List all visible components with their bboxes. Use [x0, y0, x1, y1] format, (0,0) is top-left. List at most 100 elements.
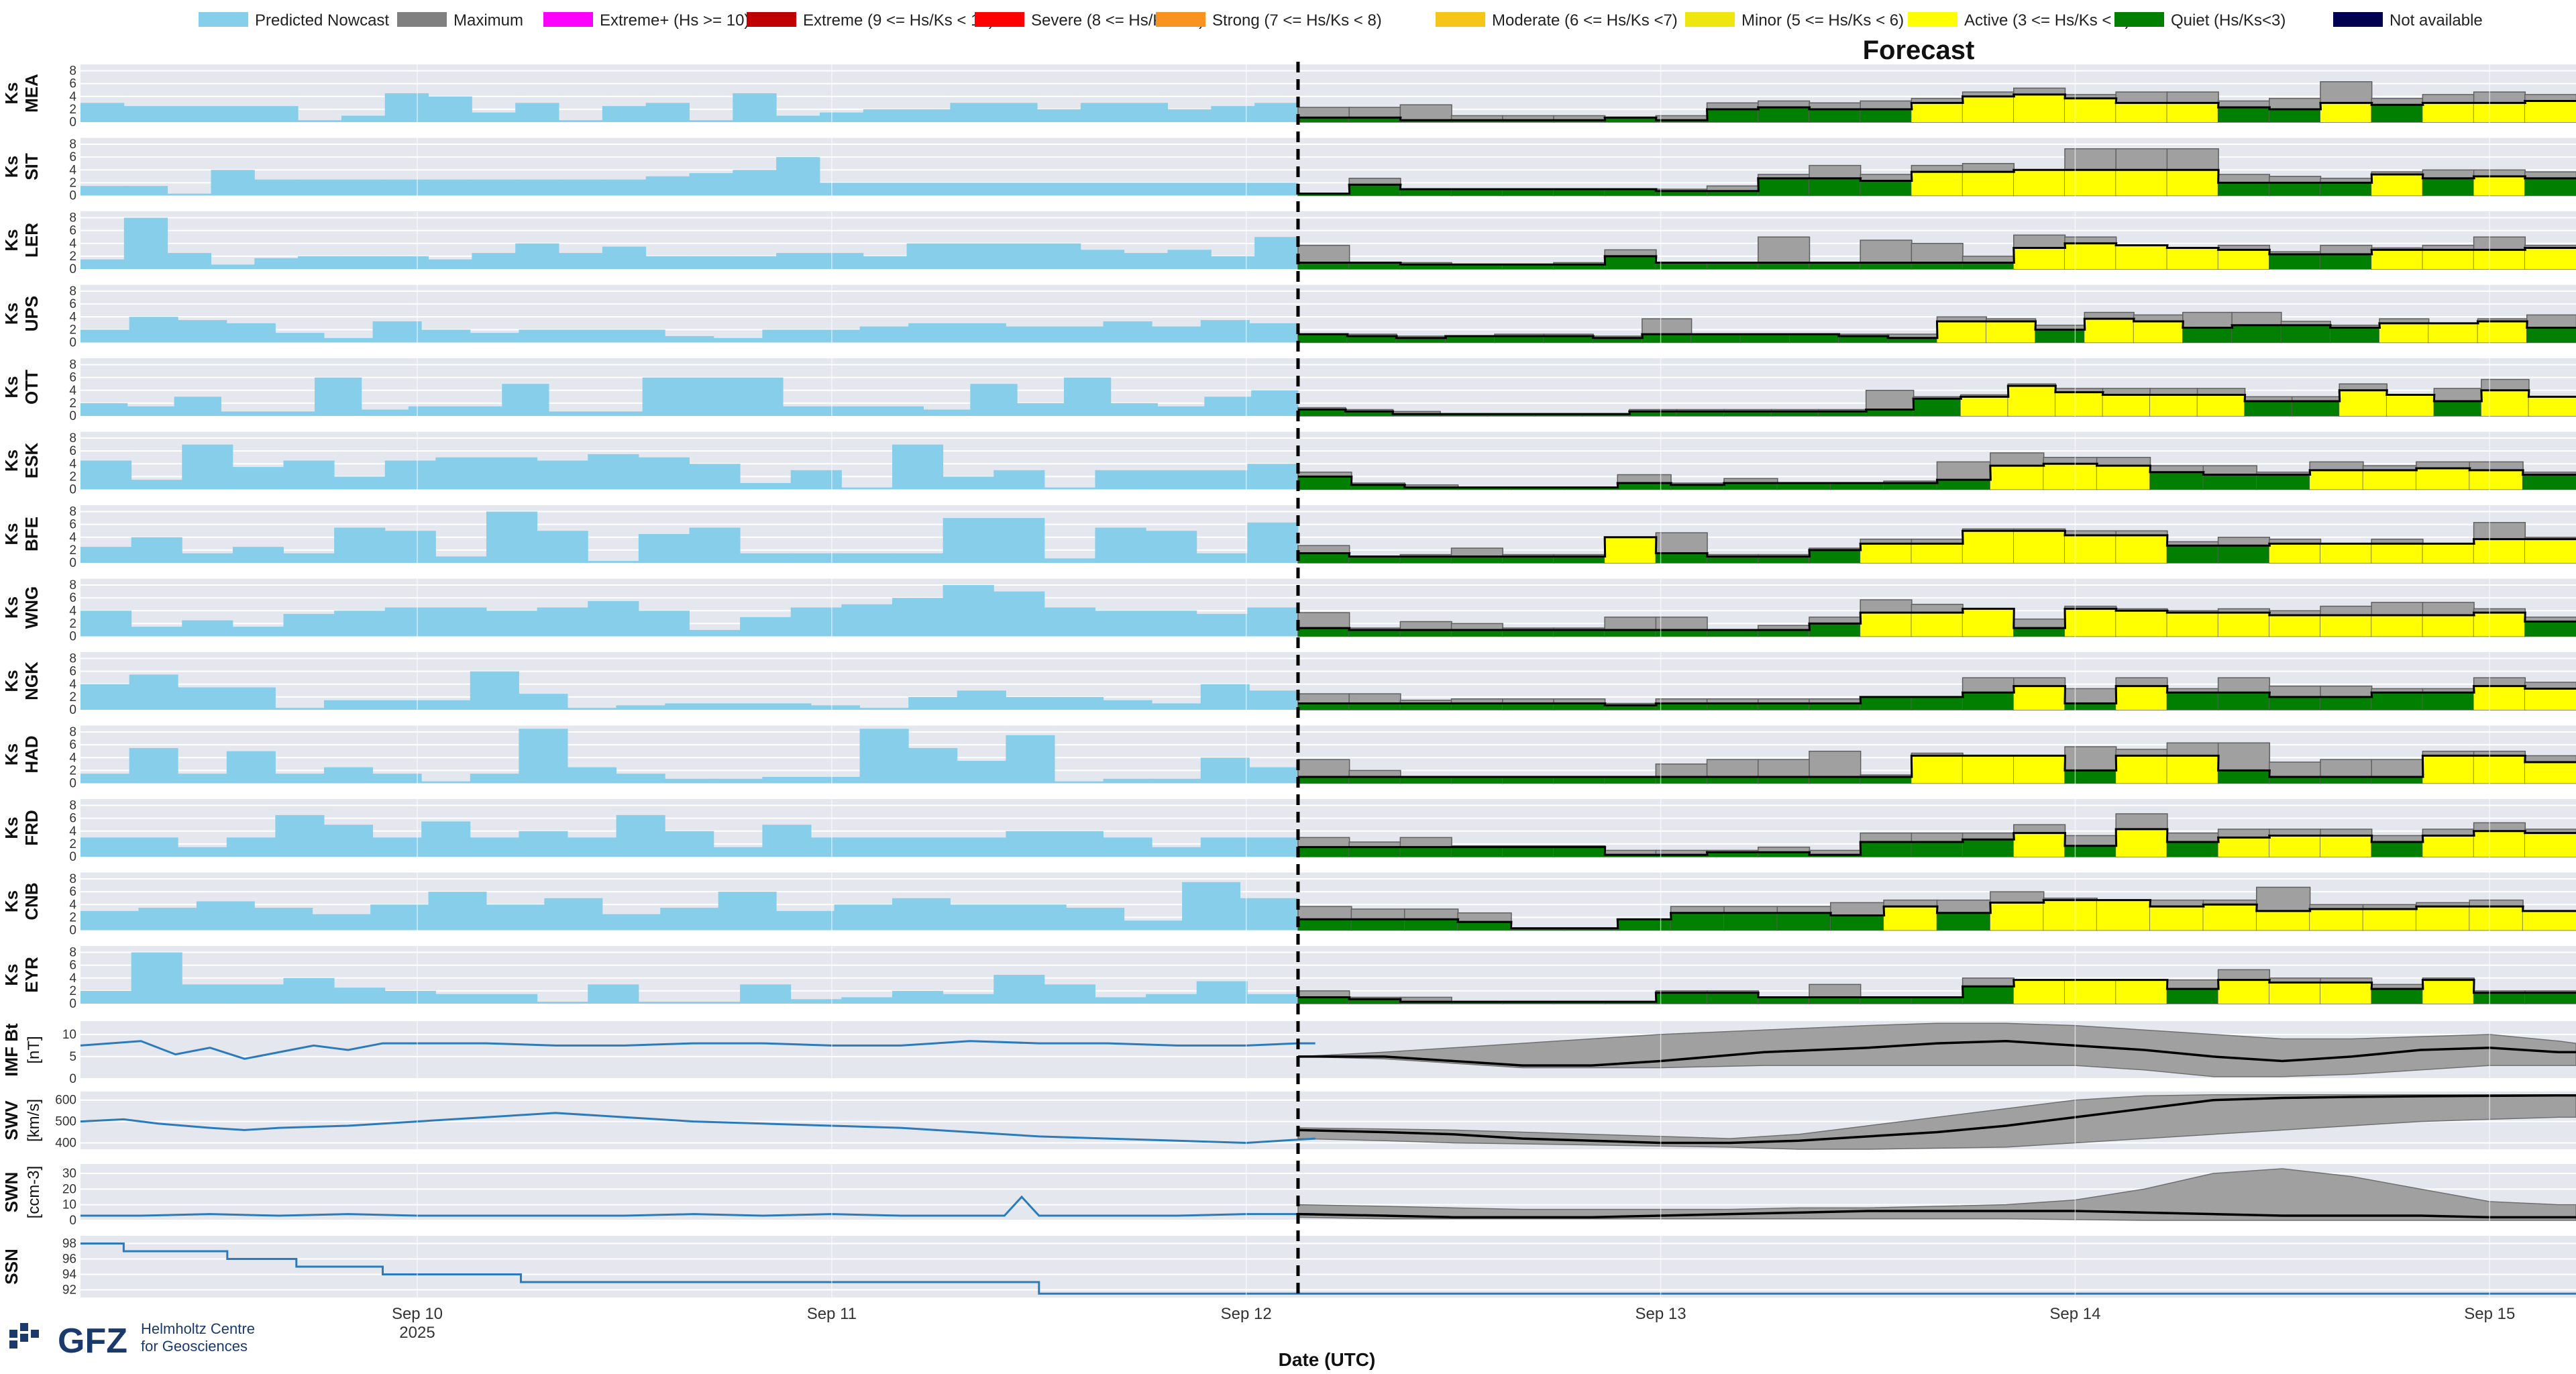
forecast-level-bar — [2524, 688, 2576, 710]
forecast-level-bar — [2013, 94, 2065, 122]
forecast-level-bar — [1676, 411, 1725, 416]
nowcast-bar — [859, 729, 909, 784]
nowcast-bar — [275, 333, 325, 343]
nowcast-bar — [519, 329, 568, 343]
forecast-level-bar — [2320, 982, 2372, 1004]
forecast-level-bar — [1502, 776, 1554, 784]
forecast-level-bar — [1349, 999, 1401, 1004]
nowcast-bar — [790, 470, 842, 490]
nowcast-bar — [421, 781, 471, 784]
nowcast-bar — [275, 814, 325, 857]
y-tick-label: 2 — [69, 543, 76, 558]
legend-swatch — [747, 12, 796, 27]
nowcast-bar — [1254, 182, 1299, 196]
forecast-level-bar — [2149, 906, 2204, 931]
nowcast-bar — [1044, 984, 1095, 1004]
forecast-level-bar — [2167, 170, 2219, 196]
forecast-level-bar — [2269, 109, 2321, 122]
forecast-level-bar — [1777, 482, 1831, 490]
y-tick-label: 2 — [69, 470, 76, 484]
nowcast-bar — [323, 700, 374, 710]
nowcast-bar — [268, 411, 315, 416]
y-axis-label: Ks — [1, 816, 21, 839]
y-tick-label: 10 — [62, 1198, 76, 1212]
forecast-level-bar — [1723, 912, 1778, 931]
y-tick-label: 8 — [69, 358, 76, 372]
forecast-level-bar — [2013, 833, 2065, 857]
forecast-level-bar — [1349, 556, 1401, 563]
nowcast-bar — [790, 999, 842, 1004]
forecast-line — [1297, 1040, 2576, 1067]
y-axis-label: Ks — [1, 376, 21, 398]
forecast-level-bar — [2218, 770, 2270, 784]
nowcast-bar — [537, 531, 588, 563]
forecast-level-bar — [2422, 835, 2475, 857]
nowcast-bar — [226, 323, 276, 343]
nowcast-bar — [994, 975, 1045, 1004]
y-axis-label: Ks — [1, 596, 21, 619]
y-axis-label: Ks — [1, 156, 21, 178]
nowcast-bar — [384, 256, 429, 269]
y-tick-label: 0 — [69, 409, 76, 423]
forecast-level-bar — [2084, 319, 2135, 343]
forecast-level-bar — [1553, 189, 1605, 196]
forecast-level-bar — [1605, 117, 1656, 122]
logo-line2-text: for Geosciences — [141, 1338, 248, 1355]
forecast-level-bar — [1458, 922, 1511, 931]
forecast-line — [1297, 1094, 2576, 1145]
nowcast-bar — [123, 186, 168, 196]
nowcast-bar — [689, 377, 737, 416]
nowcast-bar — [733, 93, 777, 122]
nowcast-bar — [519, 729, 568, 784]
legend-swatch — [1908, 12, 1957, 27]
nowcast-bar — [254, 179, 299, 196]
forecast-level-bar — [1451, 847, 1503, 857]
nowcast-bar — [1211, 182, 1255, 196]
nowcast-bar — [1204, 397, 1252, 416]
forecast-level-bar — [2218, 545, 2270, 563]
nowcast-bar — [283, 614, 335, 637]
forecast-level-bar — [2203, 904, 2257, 931]
forecast-level-bar — [2434, 401, 2482, 416]
forecast-level-bar — [2526, 327, 2576, 343]
nowcast-bar — [994, 182, 1038, 196]
forecast-level-bar — [1866, 409, 1914, 416]
logo-mark-2 — [20, 1323, 28, 1331]
y-tick-label: 2 — [69, 250, 76, 264]
forecast-level-bar — [1911, 997, 1964, 1004]
forecast-line — [1297, 1210, 2576, 1219]
nowcast-bar — [1196, 614, 1248, 637]
nowcast-bar — [298, 256, 342, 269]
forecast-level-bar — [2245, 401, 2293, 416]
station-label: NGK — [21, 662, 42, 700]
nowcast-bar — [863, 109, 908, 122]
forecast-level-bar — [2167, 755, 2219, 784]
nowcast-bar — [372, 700, 422, 710]
nowcast-bar — [123, 217, 168, 269]
nowcast-bar — [616, 814, 665, 857]
nowcast-bar — [1196, 553, 1248, 563]
forecast-level-bar — [1990, 466, 2044, 490]
forecast-level-bar — [1605, 256, 1656, 269]
observed-line — [80, 1195, 1316, 1217]
nowcast-bar — [559, 120, 603, 122]
forecast-level-bar — [1400, 703, 1452, 710]
y-tick-label: 6 — [69, 665, 76, 679]
forecast-level-bar — [1758, 262, 1810, 269]
nowcast-bar — [470, 774, 519, 784]
forecast-level-bar — [1400, 629, 1452, 637]
nowcast-bar — [298, 179, 342, 196]
y-tick-label: 400 — [55, 1136, 76, 1150]
nowcast-bar — [713, 703, 763, 710]
nowcast-bar — [602, 246, 647, 269]
forecast-level-bar — [2269, 835, 2321, 857]
nowcast-bar — [80, 837, 130, 857]
forecast-level-bar — [2473, 103, 2526, 122]
nowcast-bar — [950, 103, 994, 122]
forecast-level-bar — [2469, 906, 2524, 931]
forecast-level-bar — [1986, 321, 2036, 343]
